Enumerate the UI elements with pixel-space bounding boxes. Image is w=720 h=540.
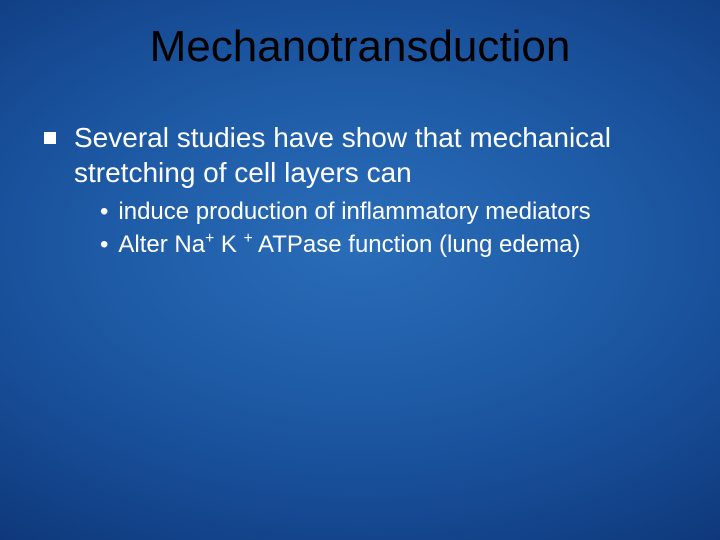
disc-bullet-icon: •	[100, 229, 108, 260]
bullet-l2-text: induce production of inflammatory mediat…	[118, 196, 590, 227]
bullet-l2-text: Alter Na+ K + ATPase function (lung edem…	[118, 229, 580, 260]
bullet-l2: • Alter Na+ K + ATPase function (lung ed…	[100, 229, 680, 260]
slide: Mechanotransduction Several studies have…	[0, 0, 720, 540]
slide-title: Mechanotransduction	[0, 22, 720, 72]
bullet-l1-text: Several studies have show that mechanica…	[74, 120, 680, 190]
bullet-l2: • induce production of inflammatory medi…	[100, 196, 680, 227]
slide-body: Several studies have show that mechanica…	[40, 120, 680, 260]
square-bullet-icon	[44, 132, 56, 144]
disc-bullet-icon: •	[100, 196, 108, 227]
bullet-l1: Several studies have show that mechanica…	[40, 120, 680, 190]
